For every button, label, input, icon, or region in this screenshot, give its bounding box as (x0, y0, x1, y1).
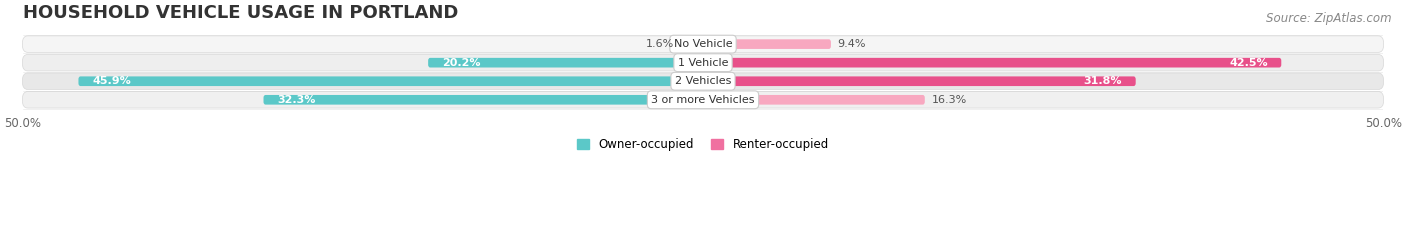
Text: 9.4%: 9.4% (838, 39, 866, 49)
Text: HOUSEHOLD VEHICLE USAGE IN PORTLAND: HOUSEHOLD VEHICLE USAGE IN PORTLAND (22, 4, 458, 22)
FancyBboxPatch shape (703, 76, 1136, 86)
FancyBboxPatch shape (703, 39, 831, 49)
FancyBboxPatch shape (263, 95, 703, 105)
Text: 20.2%: 20.2% (441, 58, 481, 68)
FancyBboxPatch shape (22, 92, 1384, 108)
FancyBboxPatch shape (703, 58, 1281, 68)
FancyBboxPatch shape (22, 73, 1384, 89)
FancyBboxPatch shape (22, 55, 1384, 71)
FancyBboxPatch shape (682, 39, 703, 49)
Text: 2 Vehicles: 2 Vehicles (675, 76, 731, 86)
Text: 1.6%: 1.6% (647, 39, 675, 49)
FancyBboxPatch shape (429, 58, 703, 68)
Text: No Vehicle: No Vehicle (673, 39, 733, 49)
FancyBboxPatch shape (79, 76, 703, 86)
Text: 1 Vehicle: 1 Vehicle (678, 58, 728, 68)
FancyBboxPatch shape (703, 95, 925, 105)
Legend: Owner-occupied, Renter-occupied: Owner-occupied, Renter-occupied (572, 133, 834, 155)
Text: 31.8%: 31.8% (1084, 76, 1122, 86)
Text: 42.5%: 42.5% (1229, 58, 1268, 68)
Text: 32.3%: 32.3% (277, 95, 315, 105)
Text: 16.3%: 16.3% (932, 95, 967, 105)
Text: Source: ZipAtlas.com: Source: ZipAtlas.com (1267, 12, 1392, 25)
Text: 3 or more Vehicles: 3 or more Vehicles (651, 95, 755, 105)
FancyBboxPatch shape (22, 36, 1384, 52)
Text: 45.9%: 45.9% (91, 76, 131, 86)
